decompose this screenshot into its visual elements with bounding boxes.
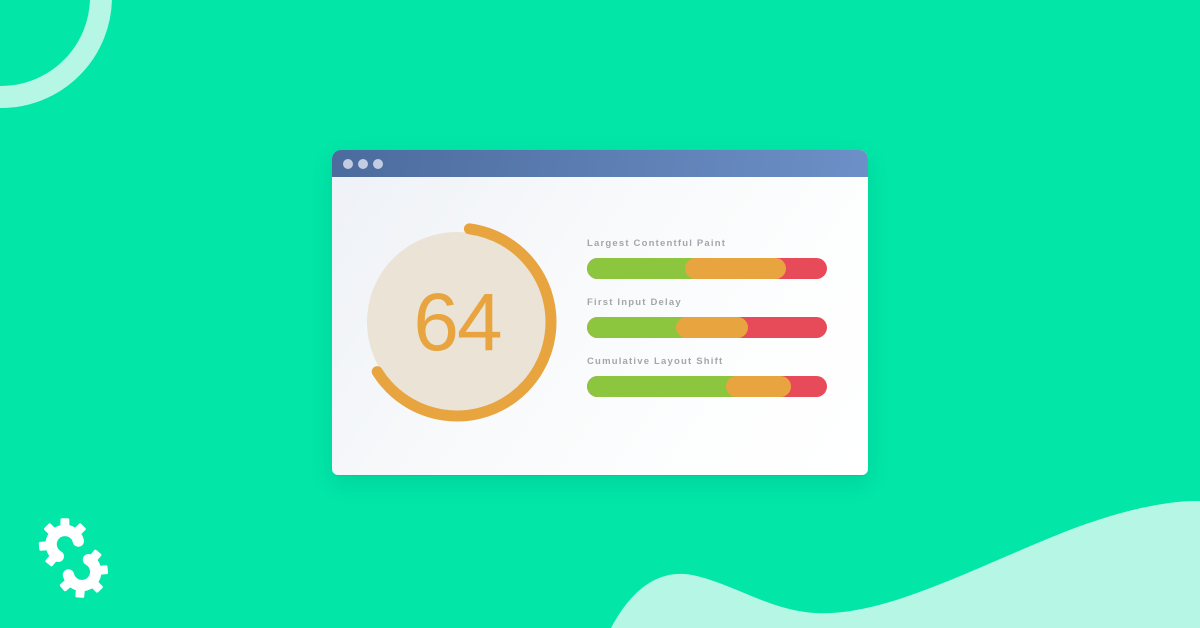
browser-titlebar	[332, 150, 868, 177]
performance-score-gauge: 64	[351, 216, 563, 428]
metric-bar	[587, 258, 827, 279]
metric-label: First Input Delay	[587, 297, 682, 308]
window-control-dot[interactable]	[373, 158, 383, 169]
browser-window: 64 Largest Contentful Paint First Input …	[332, 150, 868, 475]
metric-bar	[587, 317, 827, 338]
metric-row: Largest Contentful Paint	[587, 238, 827, 279]
bar-orange-segment	[675, 317, 748, 338]
performance-score-value: 64	[413, 277, 502, 368]
metric-label: Largest Contentful Paint	[587, 238, 727, 249]
quarter-ring-decoration-icon	[0, 0, 112, 108]
metric-label: Cumulative Layout Shift	[587, 356, 724, 367]
bar-green-segment	[587, 376, 741, 397]
score-gauge-circle	[357, 222, 557, 422]
metric-row: First Input Delay	[587, 297, 827, 338]
interlocking-gears-logo-icon	[38, 518, 109, 598]
window-control-dot[interactable]	[358, 158, 368, 169]
bar-green-segment	[587, 317, 691, 338]
window-control-dot[interactable]	[343, 158, 353, 169]
bar-orange-segment	[685, 258, 787, 279]
metrics-list: Largest Contentful Paint First Input Del…	[587, 238, 827, 415]
score-arc	[357, 222, 557, 422]
metric-row: Cumulative Layout Shift	[587, 356, 827, 397]
metric-bar	[587, 376, 827, 397]
bar-orange-segment	[726, 376, 791, 397]
bar-green-segment	[587, 258, 700, 279]
